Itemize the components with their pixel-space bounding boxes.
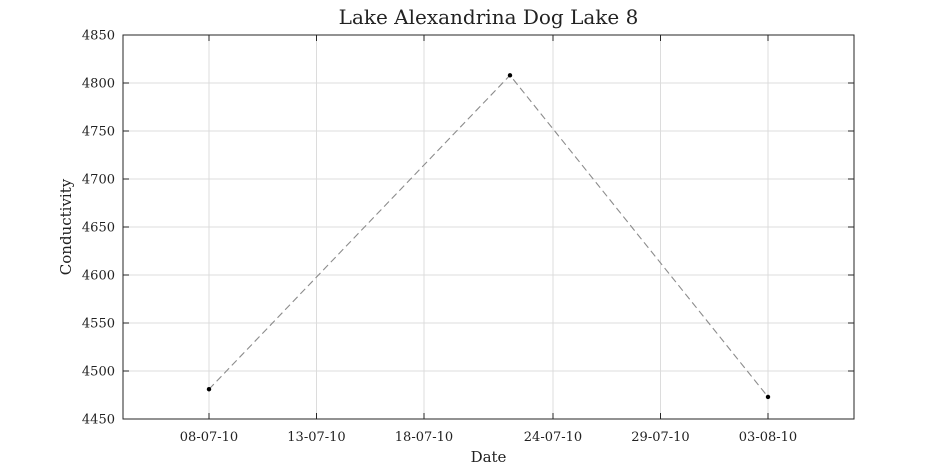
x-tick-label: 18-07-10 xyxy=(395,430,453,445)
data-point xyxy=(507,73,513,78)
x-axis-label: Date xyxy=(471,448,507,466)
y-tick-label: 4450 xyxy=(82,413,115,428)
x-tick-label: 13-07-10 xyxy=(287,430,345,445)
chart-title: Lake Alexandrina Dog Lake 8 xyxy=(339,5,639,29)
y-tick-label: 4550 xyxy=(82,317,115,332)
y-tick-label: 4500 xyxy=(82,365,115,380)
y-axis-label: Conductivity xyxy=(57,178,75,275)
y-tick-label: 4700 xyxy=(82,173,115,188)
axis-ticks: 4450 4500 4550 4600 4650 4700 4750 4800 4850 08-0… xyxy=(82,29,854,445)
data-series xyxy=(206,73,771,400)
y-tick-label: 4600 xyxy=(82,269,115,284)
x-tick-label: 08-07-10 xyxy=(180,430,238,445)
y-tick-label: 4850 xyxy=(82,29,115,44)
y-tick-label: 4750 xyxy=(82,125,115,140)
grid-lines xyxy=(123,34,854,420)
x-tick-label: 03-08-10 xyxy=(739,430,797,445)
x-tick-label: 29-07-10 xyxy=(631,430,689,445)
x-tick-label: 24-07-10 xyxy=(524,430,582,445)
y-tick-label: 4650 xyxy=(82,221,115,236)
y-tick-label: 4800 xyxy=(82,77,115,92)
data-point xyxy=(765,394,771,400)
data-point xyxy=(206,387,212,392)
